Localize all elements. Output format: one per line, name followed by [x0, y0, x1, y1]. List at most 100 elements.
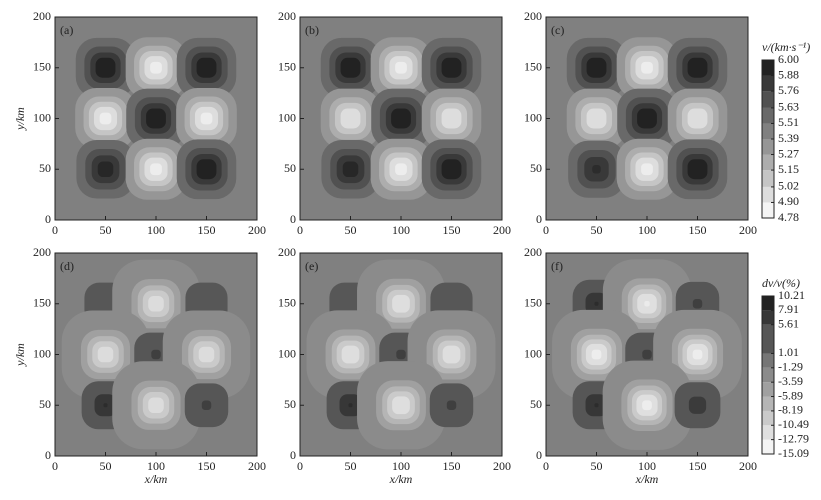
colorbar-title: v/(km·s⁻¹): [762, 40, 810, 54]
x-tick-label: 150: [689, 223, 707, 237]
y-tick-label: 50: [530, 397, 542, 411]
panel-label: (d): [60, 259, 74, 273]
y-tick-label: 150: [524, 296, 542, 310]
colorbar-band: [762, 410, 774, 426]
colorbar-band: [762, 396, 774, 411]
colorbar-title: dv/v(%): [762, 276, 800, 290]
colorbar-tick-label: -15.09: [778, 446, 809, 460]
x-tick-label: 150: [198, 459, 216, 473]
x-axis-label: x/km: [389, 472, 413, 486]
x-tick-label: 0: [543, 223, 549, 237]
colorbar-tick-label: 5.27: [778, 146, 799, 160]
contour-band: [594, 403, 599, 408]
y-tick-label: 150: [524, 60, 542, 74]
y-axis-label: y/km: [13, 343, 27, 367]
x-tick-label: 150: [689, 459, 707, 473]
contour-band: [391, 108, 411, 129]
x-tick-label: 100: [392, 459, 410, 473]
y-tick-label: 0: [45, 448, 51, 462]
contour-band: [591, 349, 602, 360]
x-tick-label: 0: [52, 459, 58, 473]
y-tick-label: 50: [39, 397, 51, 411]
contour-band: [198, 346, 215, 363]
y-tick-label: 150: [33, 60, 51, 74]
contour-band: [103, 403, 108, 408]
colorbar-band: [762, 425, 774, 440]
colorbar-tick-label: 5.61: [778, 316, 799, 330]
colorbar-band: [762, 186, 774, 203]
y-tick-label: 50: [284, 397, 296, 411]
y-tick-label: 100: [278, 110, 296, 124]
colorbar-tick-label: 5.76: [778, 83, 799, 97]
contour-band: [441, 159, 462, 180]
contour-band: [687, 57, 708, 78]
panel-label: (b): [305, 23, 319, 37]
contour-band: [97, 161, 114, 178]
y-tick-label: 0: [290, 212, 296, 226]
x-tick-label: 100: [147, 223, 165, 237]
contour-band: [642, 400, 652, 411]
y-tick-label: 100: [278, 346, 296, 360]
colorbar-band: [762, 91, 774, 108]
colorbar-tick-label: 10.21: [778, 288, 805, 302]
y-tick-label: 0: [536, 212, 542, 226]
contour-band: [442, 345, 461, 364]
y-tick-label: 200: [33, 9, 51, 23]
x-tick-label: 50: [345, 459, 357, 473]
contour-band: [641, 61, 653, 74]
x-tick-label: 100: [147, 459, 165, 473]
colorbar-band: [762, 367, 774, 383]
x-tick-label: 100: [638, 459, 656, 473]
contour-band: [687, 108, 708, 129]
colorbar-tick-label: 4.90: [778, 194, 799, 208]
colorbar-tick-label: -10.49: [778, 417, 809, 431]
x-tick-label: 200: [739, 459, 757, 473]
x-tick-label: 50: [100, 459, 112, 473]
y-axis-label: y/km: [13, 107, 27, 131]
colorbar-band: [762, 154, 774, 171]
colorbar-tick-label: 7.91: [778, 302, 799, 316]
contour-band: [196, 57, 217, 78]
colorbar-tick-label: 5.63: [778, 100, 799, 114]
contour-band: [148, 397, 164, 414]
field: [300, 17, 502, 220]
x-tick-label: 100: [392, 223, 410, 237]
contour-band: [95, 57, 116, 78]
colorbar-tick-label: 5.15: [778, 162, 799, 176]
contour-band: [687, 159, 708, 180]
colorbar-band: [762, 439, 774, 454]
colorbar-tick-label: -12.79: [778, 431, 809, 445]
contour-band: [146, 108, 166, 129]
colorbar-tick-label: -3.59: [778, 374, 803, 388]
panel-label: (e): [305, 259, 318, 273]
y-tick-label: 100: [524, 110, 542, 124]
contour-band: [151, 349, 161, 360]
contour-band: [692, 299, 703, 309]
x-tick-label: 200: [493, 459, 511, 473]
x-tick-label: 50: [591, 223, 603, 237]
contour-band: [446, 400, 457, 410]
colorbar-tick-label: 5.39: [778, 131, 799, 145]
contour-band: [340, 108, 361, 129]
y-tick-label: 50: [530, 161, 542, 175]
y-tick-label: 200: [524, 245, 542, 259]
contour-band: [637, 108, 657, 129]
x-tick-label: 200: [493, 223, 511, 237]
colorbar-frame: [761, 295, 775, 455]
x-tick-label: 50: [345, 223, 357, 237]
x-tick-label: 0: [52, 223, 58, 237]
y-tick-label: 100: [33, 110, 51, 124]
y-tick-label: 0: [536, 448, 542, 462]
contour-band: [641, 163, 653, 176]
colorbar-band: [762, 123, 774, 139]
colorbar-tick-label: -5.89: [778, 388, 803, 402]
colorbar-tick-label: 5.88: [778, 67, 799, 81]
y-tick-label: 50: [284, 161, 296, 175]
x-tick-label: 0: [543, 459, 549, 473]
colorbar-tick-label: 5.51: [778, 115, 799, 129]
contour-band: [99, 112, 112, 125]
y-tick-label: 200: [278, 9, 296, 23]
colorbar-band: [762, 324, 774, 354]
contour-band: [340, 57, 361, 78]
